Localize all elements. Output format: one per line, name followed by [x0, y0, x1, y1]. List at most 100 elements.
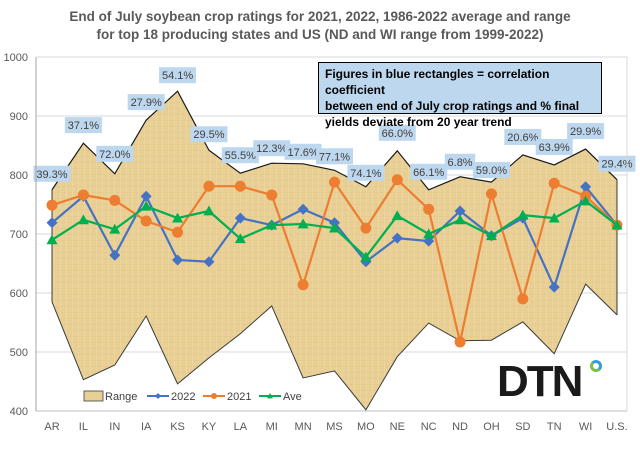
annotation-line-2: between end of July crop ratings and % f…	[325, 99, 580, 113]
data-point-2021	[109, 194, 121, 206]
data-point-2021	[203, 180, 215, 192]
correlation-label-text: 66.0%	[382, 128, 413, 140]
correlation-label: 39.3%	[33, 165, 71, 182]
correlation-label: 29.4%	[598, 155, 636, 172]
data-point-2021	[234, 180, 246, 192]
y-tick-label: 500	[10, 347, 28, 359]
x-tick-label: LA	[234, 421, 248, 433]
correlation-label: 63.9%	[535, 138, 573, 155]
correlation-label-text: 54.1%	[162, 70, 193, 82]
correlation-label-text: 63.9%	[539, 142, 570, 154]
correlation-label-text: 27.9%	[131, 97, 162, 109]
correlation-label: 66.1%	[410, 163, 448, 180]
data-point-ave	[46, 234, 58, 245]
correlation-label-text: 72.0%	[99, 149, 130, 161]
legend-item-ave: Ave	[259, 391, 302, 403]
data-point-ave	[423, 228, 435, 239]
data-point-2021	[172, 226, 184, 238]
x-tick-label: KY	[202, 421, 217, 433]
x-tick-label: ND	[452, 421, 468, 433]
series-2021	[46, 174, 623, 348]
x-tick-label: IN	[109, 421, 120, 433]
data-point-ave	[360, 251, 372, 262]
dtn-logo-ring-icon	[590, 360, 602, 372]
x-tick-label: OH	[483, 421, 500, 433]
data-point-2021	[46, 199, 58, 211]
data-point-ave	[140, 200, 152, 211]
correlation-label-text: 39.3%	[36, 169, 67, 181]
x-tick-label: MN	[295, 421, 312, 433]
legend-item-2021: 2021	[203, 391, 251, 403]
correlation-label-box	[378, 124, 416, 141]
data-point-ave	[109, 223, 121, 234]
data-point-ave	[329, 222, 340, 233]
y-tick-label: 600	[10, 288, 28, 300]
correlation-label-box	[221, 147, 259, 164]
correlation-label-text: 59.0%	[476, 165, 507, 177]
legend-item-range: Range	[83, 390, 137, 403]
data-point-2022	[454, 205, 466, 217]
legend-marker-2021	[211, 393, 217, 399]
correlation-label-box	[127, 94, 165, 111]
correlation-label: 12.3%	[253, 140, 291, 157]
data-point-2021	[266, 189, 278, 201]
correlation-label-text: 74.1%	[350, 168, 381, 180]
data-point-ave	[297, 218, 309, 229]
legend-label-2022: 2022	[171, 391, 195, 403]
correlation-label-text: 29.9%	[570, 126, 601, 138]
legend-label-2021: 2021	[227, 391, 251, 403]
x-tick-label: KS	[170, 421, 185, 433]
x-tick-label: U.S.	[606, 421, 627, 433]
range-high-edge	[51, 90, 618, 191]
data-point-2021	[140, 215, 152, 227]
data-point-2021	[548, 177, 560, 189]
x-tick-label: NE	[390, 421, 405, 433]
data-point-2022	[172, 254, 184, 266]
correlation-label-box	[535, 138, 573, 155]
legend-marker-ave	[267, 393, 273, 399]
data-point-ave	[203, 205, 215, 216]
data-point-2021	[485, 188, 497, 200]
data-point-ave	[485, 230, 497, 241]
correlation-label: 77.1%	[316, 148, 353, 165]
legend-label-range: Range	[105, 391, 137, 403]
correlation-label: 55.5%	[221, 147, 259, 164]
correlation-label-box	[598, 155, 636, 172]
correlation-label-box	[64, 117, 102, 134]
data-point-ave	[580, 195, 592, 206]
correlation-label-text: 66.1%	[413, 167, 444, 179]
data-point-2021	[77, 189, 89, 201]
data-point-2021	[517, 293, 529, 305]
x-tick-label: MS	[326, 421, 343, 433]
data-point-2022	[203, 256, 215, 268]
y-tick-label: 800	[10, 170, 28, 182]
correlation-label-box	[190, 126, 228, 143]
x-tick-label: IA	[141, 421, 152, 433]
correlation-label: 74.1%	[347, 164, 385, 181]
legend-label-ave: Ave	[283, 391, 302, 403]
chart-title-line-1: End of July soybean crop ratings for 202…	[69, 9, 571, 24]
correlation-label-text: 37.1%	[68, 120, 99, 132]
correlation-label-box	[316, 148, 353, 165]
data-point-2022	[548, 281, 560, 293]
correlation-label-box	[253, 140, 291, 157]
legend-item-2022: 2022	[147, 391, 195, 403]
correlation-label-box	[472, 162, 510, 179]
data-point-ave	[266, 219, 278, 230]
data-point-ave	[548, 212, 560, 223]
x-tick-label: WI	[579, 421, 592, 433]
data-point-2021	[391, 174, 403, 186]
x-tick-label: SD	[515, 421, 530, 433]
y-tick-label: 1000	[4, 52, 28, 64]
x-tick-label: IL	[79, 421, 88, 433]
data-point-2021	[329, 176, 340, 188]
range-low-edge	[51, 283, 618, 411]
chart-title-line-2: for top 18 producing states and US (ND a…	[96, 27, 544, 42]
correlation-label: 66.0%	[378, 124, 416, 141]
correlation-label: 29.5%	[190, 126, 228, 143]
data-point-2021	[297, 279, 309, 291]
data-point-2022	[297, 203, 309, 215]
annotation-box: Figures in blue rectangles = correlation…	[318, 62, 602, 129]
correlation-label-box	[567, 123, 605, 140]
